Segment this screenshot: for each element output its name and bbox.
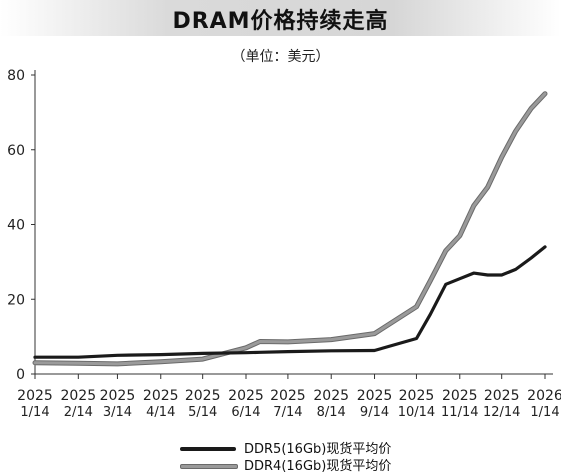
series-line-ddr4 (33, 92, 547, 366)
x-tick-date: 9/14 (360, 405, 389, 420)
x-tick-year: 2025 (484, 388, 520, 404)
x-tick-year: 2025 (100, 388, 136, 404)
y-tick-label: 40 (7, 218, 25, 234)
x-tick-date: 3/14 (103, 405, 132, 420)
x-tick-year: 2025 (185, 388, 221, 404)
x-tick-date: 11/14 (441, 405, 478, 420)
title-bar (0, 0, 561, 36)
chart-title: DRAM价格持续走高 (172, 9, 389, 34)
x-tick-year: 2025 (270, 388, 306, 404)
x-tick-date: 4/14 (146, 405, 175, 420)
legend-swatch-ddr4 (180, 464, 238, 469)
x-tick-date: 6/14 (231, 405, 260, 420)
series-line-ddr5 (33, 245, 547, 359)
legend-item-ddr5: DDR5(16Gb)现货平均价 (180, 438, 510, 458)
series-line-ddr4-outline (32, 91, 548, 367)
x-tick-year: 2025 (228, 388, 264, 404)
x-tick-year: 2025 (17, 388, 53, 404)
x-tick-year: 2025 (143, 388, 179, 404)
x-tick-date: 5/14 (188, 405, 217, 420)
y-tick-label: 60 (7, 143, 25, 159)
legend-item-ddr4: DDR4(16Gb)现货平均价 (180, 455, 510, 475)
x-tick-date: 2/14 (64, 405, 93, 420)
x-tick-year: 2025 (60, 388, 96, 404)
x-tick-date: 10/14 (398, 405, 435, 420)
y-tick-label: 80 (7, 68, 25, 84)
legend-swatch-ddr5 (180, 447, 236, 451)
legend-label-ddr5: DDR5(16Gb)现货平均价 (244, 442, 392, 457)
x-tick-date: 7/14 (273, 405, 302, 420)
x-tick-year: 2026 (527, 388, 561, 404)
x-tick-date: 1/14 (530, 405, 559, 420)
unit-label: （单位：美元） (231, 49, 330, 65)
x-tick-year: 2025 (313, 388, 349, 404)
x-tick-year: 2025 (399, 388, 435, 404)
legend-label-ddr4: DDR4(16Gb)现货平均价 (244, 459, 392, 474)
y-tick-label: 0 (16, 367, 25, 383)
x-tick-year: 2025 (357, 388, 393, 404)
y-tick-label: 20 (7, 292, 25, 308)
x-tick-date: 12/14 (483, 405, 520, 420)
x-tick-date: 8/14 (317, 405, 346, 420)
x-tick-date: 1/14 (20, 405, 49, 420)
x-tick-year: 2025 (442, 388, 478, 404)
